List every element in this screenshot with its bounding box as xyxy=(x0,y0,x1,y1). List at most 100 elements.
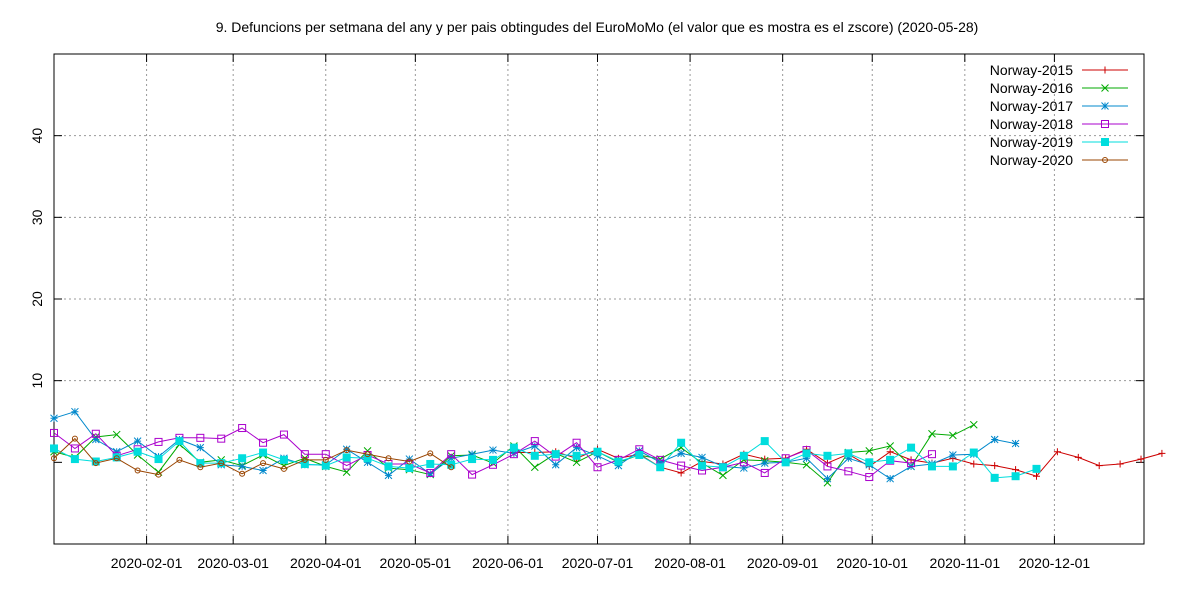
data-point xyxy=(239,455,246,462)
data-point xyxy=(991,474,998,481)
data-point xyxy=(761,460,768,467)
data-point xyxy=(699,462,706,469)
data-point xyxy=(887,448,894,455)
data-point xyxy=(51,415,58,422)
data-point xyxy=(1012,440,1019,447)
data-point xyxy=(657,464,664,471)
data-point xyxy=(343,469,350,476)
data-point xyxy=(406,465,413,472)
data-point xyxy=(469,456,476,463)
data-point xyxy=(489,447,496,454)
x-tick-label: 2020-04-01 xyxy=(290,555,362,571)
data-point xyxy=(782,459,789,466)
x-tick-label: 2020-12-01 xyxy=(1019,555,1091,571)
data-point xyxy=(51,445,58,452)
data-point xyxy=(134,448,141,455)
series-norway-2017 xyxy=(51,408,1020,482)
data-point xyxy=(970,460,977,467)
data-point xyxy=(824,452,831,459)
data-point xyxy=(970,449,977,456)
x-tick-label: 2020-06-01 xyxy=(472,555,544,571)
data-point xyxy=(678,450,685,457)
data-point xyxy=(949,463,956,470)
data-point xyxy=(531,464,538,471)
data-point xyxy=(552,451,559,458)
data-point xyxy=(719,472,726,479)
data-point xyxy=(803,450,810,457)
data-point xyxy=(908,444,915,451)
y-tick-label: 30 xyxy=(29,209,45,225)
legend-item: Norway-2015 xyxy=(990,62,1128,78)
data-point xyxy=(1138,456,1145,463)
legend-item: Norway-2017 xyxy=(990,98,1128,114)
data-point xyxy=(636,451,643,458)
data-point xyxy=(761,438,768,445)
data-point xyxy=(719,464,726,471)
legend-item: Norway-2016 xyxy=(990,80,1128,96)
data-point xyxy=(1012,466,1019,473)
y-axis: 10 20 30 40 xyxy=(29,128,1144,463)
data-point xyxy=(699,454,706,461)
x-tick-label: 2020-09-01 xyxy=(747,555,819,571)
data-point xyxy=(531,443,538,450)
data-point xyxy=(1117,460,1124,467)
data-point xyxy=(573,452,580,459)
series-norway-2015 xyxy=(510,446,1165,480)
data-point xyxy=(678,439,685,446)
data-point xyxy=(176,438,183,445)
data-point xyxy=(1033,465,1040,472)
legend-marker xyxy=(1102,67,1109,74)
data-point xyxy=(385,463,392,470)
data-point xyxy=(1096,462,1103,469)
legend-label: Norway-2016 xyxy=(990,80,1073,96)
data-point xyxy=(322,462,329,469)
data-point xyxy=(155,456,162,463)
data-point xyxy=(489,456,496,463)
legend-item: Norway-2020 xyxy=(990,152,1128,168)
legend-marker xyxy=(1102,103,1109,110)
legend-label: Norway-2019 xyxy=(990,134,1073,150)
data-point xyxy=(928,463,935,470)
y-tick-label: 40 xyxy=(29,128,45,144)
data-point xyxy=(280,456,287,463)
x-tick-label: 2020-02-01 xyxy=(111,555,183,571)
x-tick-label: 2020-11-01 xyxy=(930,555,1001,571)
series-layer xyxy=(51,408,1166,486)
legend: Norway-2015 Norway-2016 Norway-2017 Norway-… xyxy=(990,62,1128,168)
x-tick-label: 2020-08-01 xyxy=(654,555,726,571)
data-point xyxy=(427,460,434,467)
chart-title: 9. Defuncions per setmana del any y per … xyxy=(216,19,979,35)
data-point xyxy=(239,463,246,470)
legend-item: Norway-2019 xyxy=(990,134,1128,150)
data-point xyxy=(615,458,622,465)
data-point xyxy=(678,469,685,476)
x-tick-label: 2020-07-01 xyxy=(562,555,634,571)
data-point xyxy=(824,475,831,482)
data-point xyxy=(134,438,141,445)
data-point xyxy=(260,467,267,474)
data-point xyxy=(991,436,998,443)
x-tick-label: 2020-05-01 xyxy=(380,555,452,571)
legend-item: Norway-2018 xyxy=(990,116,1128,132)
data-point xyxy=(845,450,852,457)
x-tick-label: 2020-10-01 xyxy=(836,555,908,571)
legend-label: Norway-2017 xyxy=(990,98,1073,114)
data-point xyxy=(970,421,977,428)
data-point xyxy=(510,444,517,451)
y-tick-label: 20 xyxy=(29,291,45,307)
data-point xyxy=(1158,450,1165,457)
data-point xyxy=(343,454,350,461)
series-norway-2020 xyxy=(52,436,454,477)
data-point xyxy=(552,461,559,468)
legend-label: Norway-2020 xyxy=(990,152,1073,168)
x-tick-label: 2020-03-01 xyxy=(197,555,269,571)
legend-label: Norway-2015 xyxy=(990,62,1073,78)
data-point xyxy=(1012,473,1019,480)
data-point xyxy=(887,456,894,463)
data-point xyxy=(71,408,78,415)
y-tick-label: 10 xyxy=(29,373,45,389)
data-point xyxy=(71,456,78,463)
data-point xyxy=(866,459,873,466)
data-point xyxy=(197,444,204,451)
